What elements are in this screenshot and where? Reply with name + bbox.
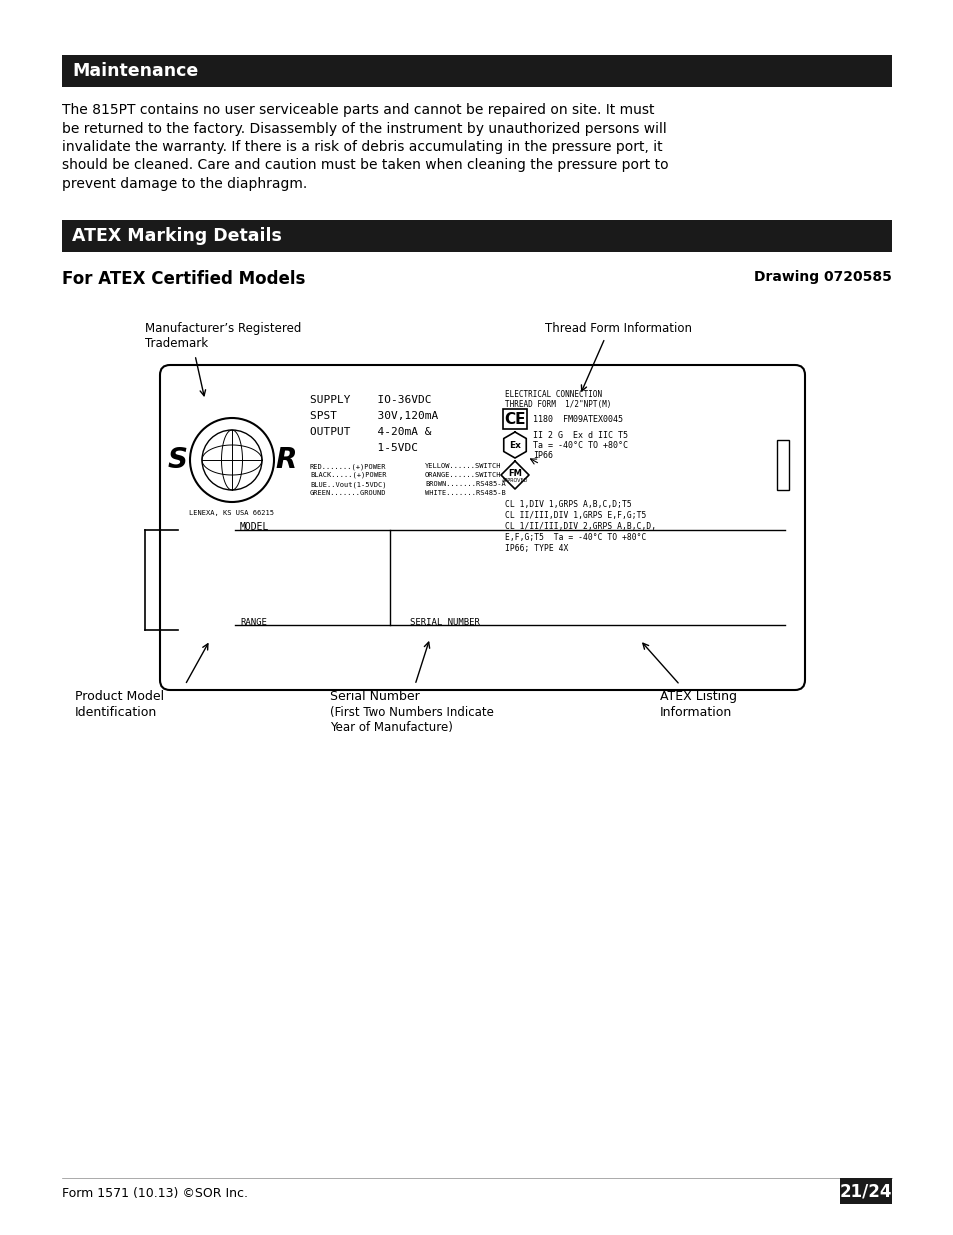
- Text: RANGE: RANGE: [240, 618, 267, 627]
- Text: invalidate the warranty. If there is a risk of debris accumulating in the pressu: invalidate the warranty. If there is a r…: [62, 140, 662, 154]
- Text: GREEN.......GROUND: GREEN.......GROUND: [310, 490, 386, 496]
- Text: ORANGE......SWITCH: ORANGE......SWITCH: [424, 472, 501, 478]
- Bar: [62, 56, 891, 86]
- Text: Form 1571 (10.13) ©SOR Inc.: Form 1571 (10.13) ©SOR Inc.: [62, 1188, 248, 1200]
- Text: APPROVED: APPROVED: [501, 478, 528, 483]
- Text: LENEXA, KS USA 66215: LENEXA, KS USA 66215: [190, 510, 274, 516]
- Text: be returned to the factory. Disassembly of the instrument by unauthorized person: be returned to the factory. Disassembly …: [62, 121, 666, 136]
- Text: Manufacturer’s Registered: Manufacturer’s Registered: [145, 322, 301, 335]
- Text: CL 1,DIV 1,GRPS A,B,C,D;T5: CL 1,DIV 1,GRPS A,B,C,D;T5: [504, 500, 631, 509]
- Text: Thread Form Information: Thread Form Information: [544, 322, 691, 335]
- Text: BROWN.......RS485-A: BROWN.......RS485-A: [424, 480, 505, 487]
- Text: OUTPUT    4-20mA &: OUTPUT 4-20mA &: [310, 427, 431, 437]
- Text: CL II/III,DIV 1,GRPS E,F,G;T5: CL II/III,DIV 1,GRPS E,F,G;T5: [504, 511, 646, 520]
- Text: prevent damage to the diaphragm.: prevent damage to the diaphragm.: [62, 177, 307, 191]
- Text: Ex: Ex: [509, 441, 520, 450]
- FancyBboxPatch shape: [160, 366, 804, 690]
- Text: BLACK.....(+)POWER: BLACK.....(+)POWER: [310, 472, 386, 478]
- Text: should be cleaned. Care and caution must be taken when cleaning the pressure por: should be cleaned. Care and caution must…: [62, 158, 668, 173]
- Text: The 815PT contains no user serviceable parts and cannot be repaired on site. It : The 815PT contains no user serviceable p…: [62, 103, 654, 117]
- Text: Trademark: Trademark: [145, 337, 208, 350]
- Polygon shape: [503, 432, 526, 458]
- Polygon shape: [500, 461, 529, 489]
- Text: IP66: IP66: [533, 451, 553, 459]
- Text: IP66; TYPE 4X: IP66; TYPE 4X: [504, 543, 568, 553]
- Text: SPST      30V,120mA: SPST 30V,120mA: [310, 411, 437, 421]
- Text: R: R: [275, 446, 296, 474]
- Text: 1180  FM09ATEX0045: 1180 FM09ATEX0045: [533, 415, 622, 424]
- Text: MODEL: MODEL: [240, 522, 269, 532]
- Text: S: S: [168, 446, 188, 474]
- Bar: [62, 220, 891, 252]
- Text: YELLOW......SWITCH: YELLOW......SWITCH: [424, 463, 501, 469]
- Bar: [776, 440, 788, 490]
- Text: CE: CE: [504, 412, 525, 427]
- Text: RED.......(+)POWER: RED.......(+)POWER: [310, 463, 386, 469]
- Text: FM: FM: [508, 468, 521, 478]
- Text: WHITE.......RS485-B: WHITE.......RS485-B: [424, 490, 505, 496]
- FancyBboxPatch shape: [502, 409, 526, 429]
- Text: Ta = -40°C TO +80°C: Ta = -40°C TO +80°C: [533, 441, 627, 450]
- Text: Drawing 0720585: Drawing 0720585: [753, 270, 891, 284]
- Text: ATEX Listing: ATEX Listing: [659, 690, 737, 703]
- Text: CL 1/II/III,DIV 2,GRPS A,B,C,D,: CL 1/II/III,DIV 2,GRPS A,B,C,D,: [504, 522, 656, 531]
- Text: Product Model: Product Model: [75, 690, 164, 703]
- Text: II 2 G  Ex d IIC T5: II 2 G Ex d IIC T5: [533, 431, 627, 440]
- Text: Identification: Identification: [75, 706, 157, 719]
- Text: Year of Manufacture): Year of Manufacture): [330, 721, 453, 734]
- Text: 21/24: 21/24: [839, 1182, 891, 1200]
- Text: 1-5VDC: 1-5VDC: [310, 443, 417, 453]
- Text: SUPPLY    IO-36VDC: SUPPLY IO-36VDC: [310, 395, 431, 405]
- Text: Information: Information: [659, 706, 732, 719]
- Text: BLUE..Vout(1-5VDC): BLUE..Vout(1-5VDC): [310, 480, 386, 488]
- Text: ATEX Marking Details: ATEX Marking Details: [71, 227, 281, 245]
- Text: (First Two Numbers Indicate: (First Two Numbers Indicate: [330, 706, 494, 719]
- Text: SERIAL NUMBER: SERIAL NUMBER: [410, 618, 479, 627]
- Text: ELECTRICAL CONNECTION: ELECTRICAL CONNECTION: [504, 390, 601, 399]
- Text: Maintenance: Maintenance: [71, 62, 198, 80]
- Text: THREAD FORM  1/2"NPT(M): THREAD FORM 1/2"NPT(M): [504, 400, 611, 409]
- Text: E,F,G;T5  Ta = -40°C TO +80°C: E,F,G;T5 Ta = -40°C TO +80°C: [504, 534, 646, 542]
- Text: Serial Number: Serial Number: [330, 690, 419, 703]
- Circle shape: [202, 430, 262, 490]
- Text: For ATEX Certified Models: For ATEX Certified Models: [62, 270, 305, 288]
- Bar: [840, 1178, 891, 1204]
